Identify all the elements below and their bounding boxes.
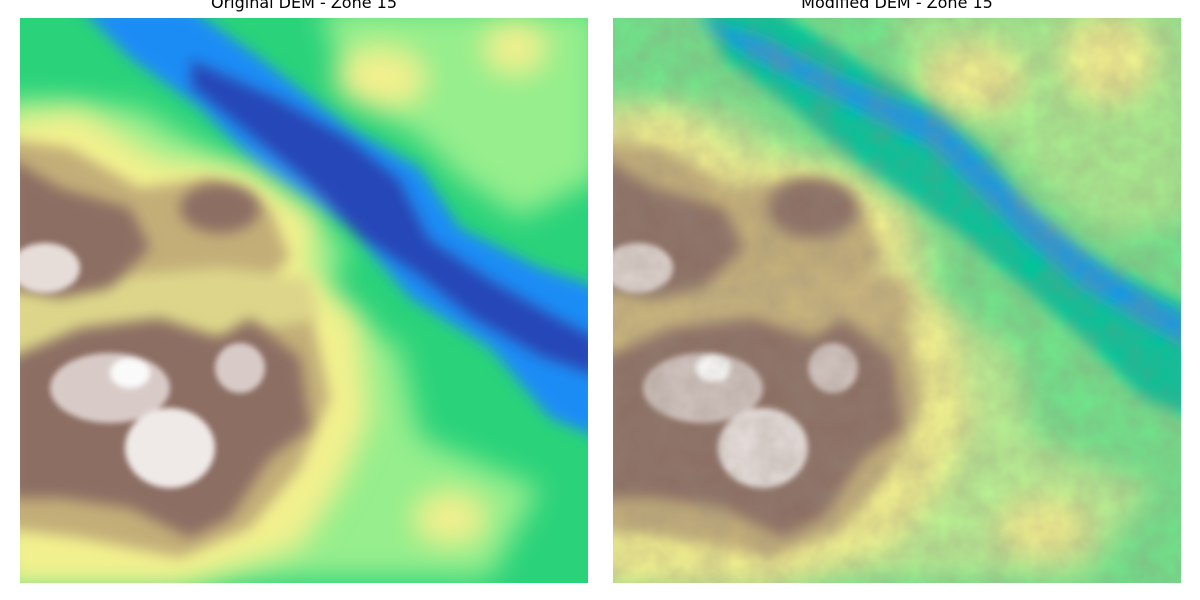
modified-dem-map [613,18,1181,583]
terrain-texture-overlay [613,18,1181,583]
deep-water-channel [190,58,588,374]
water-river [90,18,588,434]
panel-title-original: Original DEM - Zone 15 [210,0,398,12]
peak-south-central [125,408,215,488]
upland-hill-northeast [335,48,425,108]
upland-hill-south [415,493,485,543]
original-dem-map [20,18,588,583]
panel-title-modified: Modified DEM - Zone 15 [801,0,993,12]
peak-south-east [215,343,265,393]
mountains-ridge-north [180,183,260,233]
upland-hill-corner [485,23,545,73]
peak-summit [110,358,150,388]
peak-north [20,243,80,293]
